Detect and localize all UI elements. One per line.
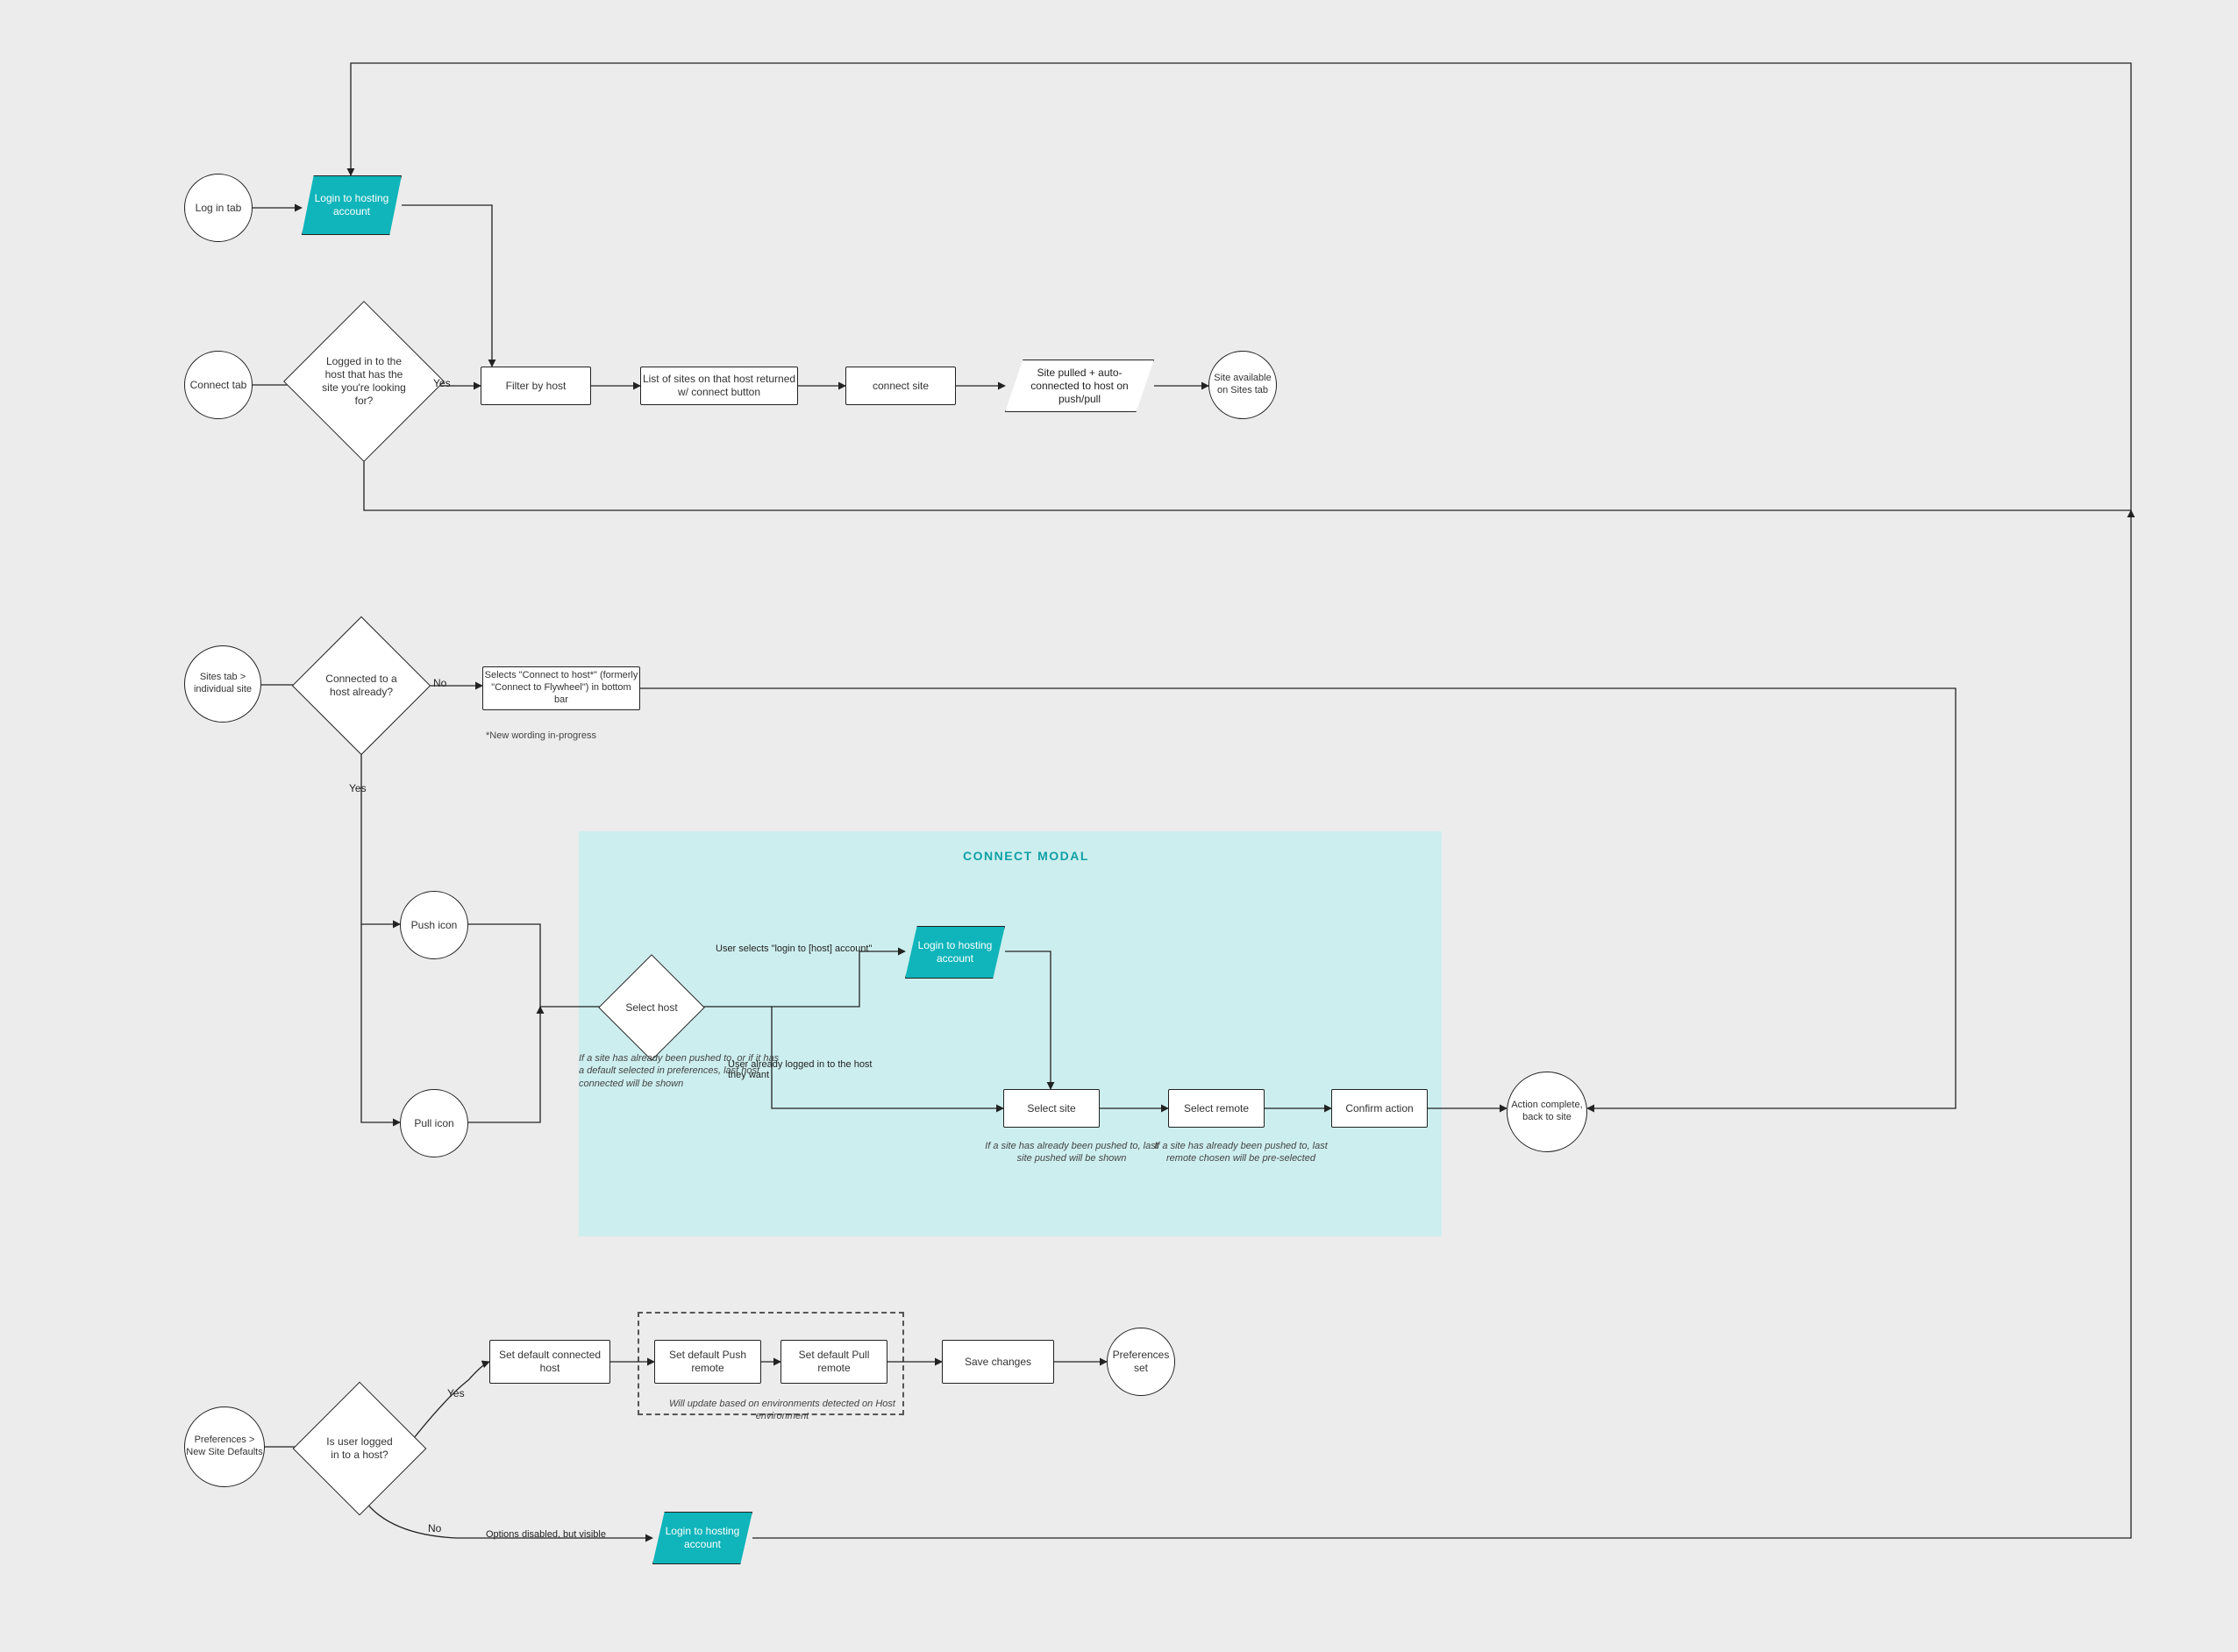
node-label: Logged in to the host that has the site …: [313, 350, 416, 413]
node-push-icon: Push icon: [400, 891, 468, 959]
node-set-default-host: Set default connected host: [489, 1340, 610, 1384]
node-selects-connect-to-host: Selects "Connect to host*" (formerly "Co…: [482, 666, 640, 710]
node-label: Push icon: [411, 919, 458, 932]
node-site-available: Site available on Sites tab: [1208, 351, 1277, 419]
note-select-site: If a site has already been pushed to, la…: [984, 1140, 1159, 1165]
node-select-remote: Select remote: [1168, 1089, 1265, 1128]
node-login-hosting-3: Login to hosting account: [652, 1512, 752, 1564]
edge-label-yes-2: Yes: [349, 782, 367, 794]
node-label: Pull icon: [414, 1117, 453, 1130]
node-label: Select host: [620, 996, 682, 1020]
node-filter-by-host: Filter by host: [481, 367, 591, 405]
edge-label-login-branch: User selects "login to [host] account": [716, 943, 891, 954]
node-label: Login to hosting account: [302, 192, 402, 218]
node-label: Preferences > New Site Defaults: [185, 1435, 264, 1459]
node-connect-tab: Connect tab: [184, 351, 253, 419]
node-action-complete: Action complete, back to site: [1507, 1072, 1587, 1152]
node-label: Filter by host: [506, 380, 567, 393]
node-label: Selects "Connect to host*" (formerly "Co…: [483, 670, 639, 706]
node-label: Site pulled + auto-connected to host on …: [1005, 367, 1154, 406]
node-preferences-defaults: Preferences > New Site Defaults: [184, 1406, 265, 1487]
node-login-hosting-1: Login to hosting account: [302, 175, 402, 235]
node-label: Is user logged in to a host?: [317, 1430, 402, 1467]
node-confirm-action: Confirm action: [1331, 1089, 1428, 1128]
node-select-host: Select host: [614, 970, 689, 1045]
node-label: Site available on Sites tab: [1209, 373, 1276, 397]
node-site-pulled: Site pulled + auto-connected to host on …: [1005, 360, 1154, 412]
node-label: Connect tab: [190, 379, 247, 392]
node-label: connect site: [873, 380, 929, 393]
node-login-hosting-2: Login to hosting account: [905, 926, 1005, 979]
note-select-host: If a site has already been pushed to, or…: [579, 1052, 780, 1090]
edge-label-no-2: No: [433, 677, 446, 689]
node-label: Login to hosting account: [652, 1525, 752, 1551]
node-label: Save changes: [965, 1356, 1031, 1369]
node-label: Set default Push remote: [655, 1349, 760, 1375]
node-preferences-set: Preferences set: [1107, 1328, 1175, 1396]
node-logged-in-question: Logged in to the host that has the site …: [307, 324, 421, 438]
edge-label-options-disabled: Options disabled, but visible: [486, 1529, 606, 1540]
node-set-default-pull: Set default Pull remote: [780, 1340, 887, 1384]
note-new-wording: *New wording in-progress: [486, 730, 679, 742]
node-label: Select site: [1027, 1102, 1075, 1115]
node-label: Log in tab: [196, 202, 242, 215]
node-label: Action complete, back to site: [1507, 1100, 1586, 1124]
edge-label-yes-3: Yes: [447, 1387, 465, 1399]
node-label: Set default connected host: [490, 1349, 609, 1375]
node-select-site: Select site: [1003, 1089, 1100, 1128]
node-label: Preferences set: [1108, 1349, 1174, 1375]
node-sites-tab: Sites tab > individual site: [184, 645, 261, 723]
flowchart-canvas: CONNECT MODAL Log in tab Login to hostin…: [0, 0, 2238, 1652]
edge-label-no-3: No: [428, 1522, 441, 1535]
node-label: Set default Pull remote: [781, 1349, 887, 1375]
node-label: Confirm action: [1345, 1102, 1413, 1115]
note-dashed-group-caption: Will update based on environments detect…: [651, 1398, 914, 1423]
node-login-tab: Log in tab: [184, 174, 253, 242]
node-connected-already-question: Connected to a host already?: [312, 637, 410, 735]
node-label: Select remote: [1184, 1102, 1249, 1115]
node-label: Connected to a host already?: [317, 667, 406, 704]
edge-label-yes-1: Yes: [433, 377, 451, 389]
node-set-default-push: Set default Push remote: [654, 1340, 761, 1384]
note-select-remote: If a site has already been pushed to, la…: [1149, 1140, 1333, 1165]
node-pull-icon: Pull icon: [400, 1089, 468, 1157]
node-label: List of sites on that host returned w/ c…: [641, 373, 797, 399]
node-list-of-sites: List of sites on that host returned w/ c…: [640, 367, 798, 405]
node-user-logged-in-question: Is user logged in to a host?: [312, 1401, 407, 1496]
node-save-changes: Save changes: [942, 1340, 1054, 1384]
node-label: Sites tab > individual site: [185, 672, 260, 696]
node-connect-site: connect site: [845, 367, 956, 405]
node-label: Login to hosting account: [905, 939, 1005, 965]
